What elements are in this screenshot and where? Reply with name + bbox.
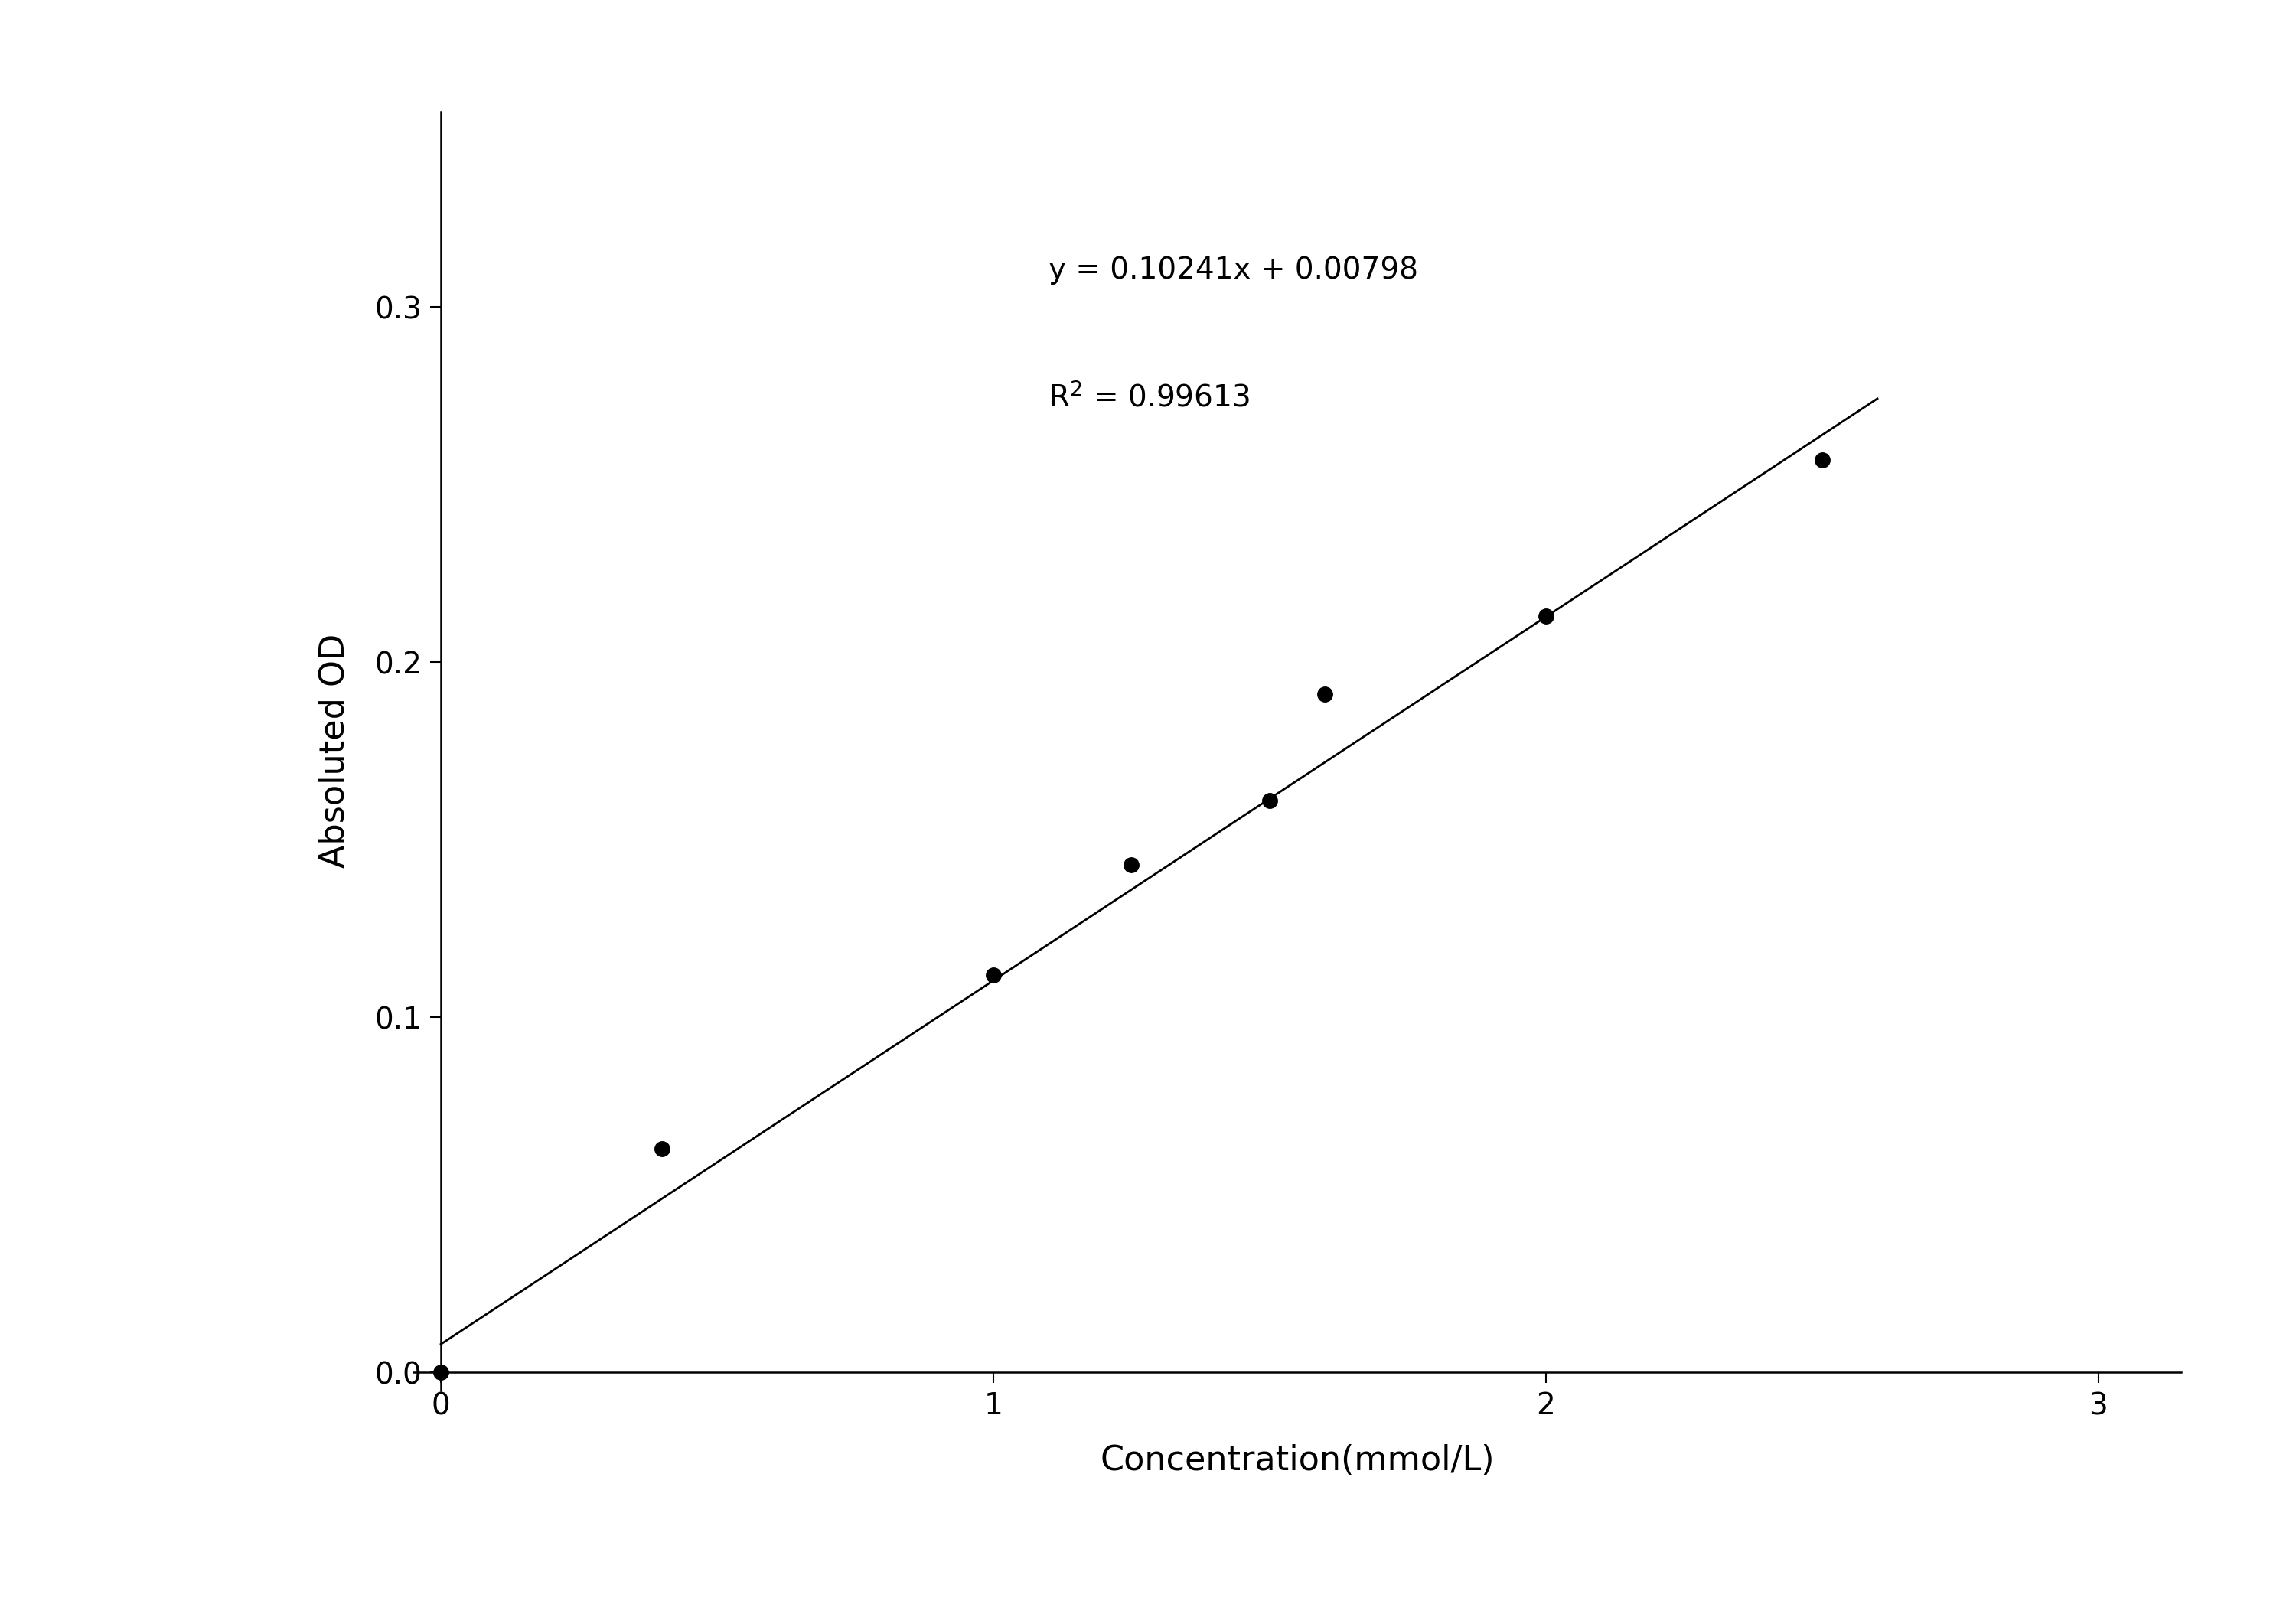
Point <box>1527 604 1564 630</box>
Point <box>976 962 1013 988</box>
Point <box>1114 852 1150 877</box>
Text: $\mathregular{R}^{2}$ = 0.99613: $\mathregular{R}^{2}$ = 0.99613 <box>1049 382 1249 412</box>
X-axis label: Concentration(mmol/L): Concentration(mmol/L) <box>1100 1445 1495 1477</box>
Text: y = 0.10241x + 0.00798: y = 0.10241x + 0.00798 <box>1049 256 1419 284</box>
Point <box>643 1136 680 1162</box>
Y-axis label: Absoluted OD: Absoluted OD <box>319 634 351 868</box>
Point <box>422 1360 459 1385</box>
Point <box>1251 788 1288 813</box>
Point <box>1306 681 1343 706</box>
Point <box>1805 447 1841 473</box>
